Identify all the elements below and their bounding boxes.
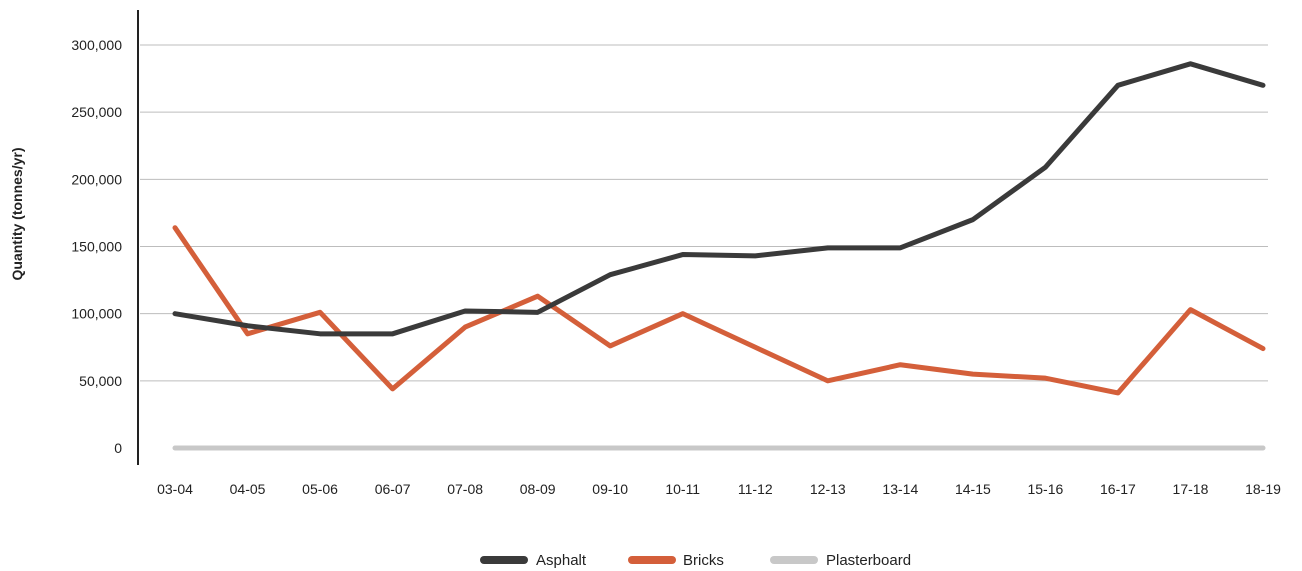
y-tick-label: 300,000: [71, 37, 122, 53]
y-tick-label: 250,000: [71, 104, 122, 120]
x-axis-ticks: 03-04 04-05 05-06 06-07 07-08 08-09 09-10 10-11…: [157, 481, 1281, 497]
x-tick-label: 09-10: [592, 481, 628, 497]
x-tick-label: 15-16: [1027, 481, 1063, 497]
series-line-asphalt: [172, 61, 1266, 337]
y-tick-label: 150,000: [71, 239, 122, 255]
y-tick-label: 100,000: [71, 306, 122, 322]
x-tick-label: 07-08: [447, 481, 483, 497]
x-tick-label: 13-14: [882, 481, 918, 497]
y-axis-label: Quantity (tonnes/yr): [9, 147, 25, 280]
x-tick-label: 06-07: [375, 481, 411, 497]
series-lines: [172, 61, 1266, 451]
x-tick-label: 10-11: [665, 481, 700, 497]
legend-label: Plasterboard: [826, 552, 911, 569]
x-tick-label: 08-09: [520, 481, 556, 497]
x-tick-label: 17-18: [1173, 481, 1209, 497]
x-tick-label: 03-04: [157, 481, 193, 497]
legend-label: Bricks: [683, 552, 724, 569]
y-tick-label: 0: [114, 440, 122, 456]
x-tick-label: 16-17: [1100, 481, 1136, 497]
x-tick-label: 11-12: [738, 481, 773, 497]
y-tick-label: 50,000: [79, 373, 122, 389]
x-tick-label: 04-05: [230, 481, 266, 497]
legend-label: Asphalt: [536, 552, 587, 569]
y-axis-ticks: 0 50,000 100,000 150,000 200,000 250,000 300,0…: [71, 37, 122, 456]
x-tick-label: 14-15: [955, 481, 991, 497]
gridlines: [140, 44, 1268, 382]
x-tick-label: 05-06: [302, 481, 338, 497]
x-tick-label: 18-19: [1245, 481, 1281, 497]
x-tick-label: 12-13: [810, 481, 846, 497]
series-line-bricks: [172, 225, 1266, 396]
y-tick-label: 200,000: [71, 171, 122, 187]
legend: Asphalt Bricks Plasterboard: [480, 552, 911, 569]
